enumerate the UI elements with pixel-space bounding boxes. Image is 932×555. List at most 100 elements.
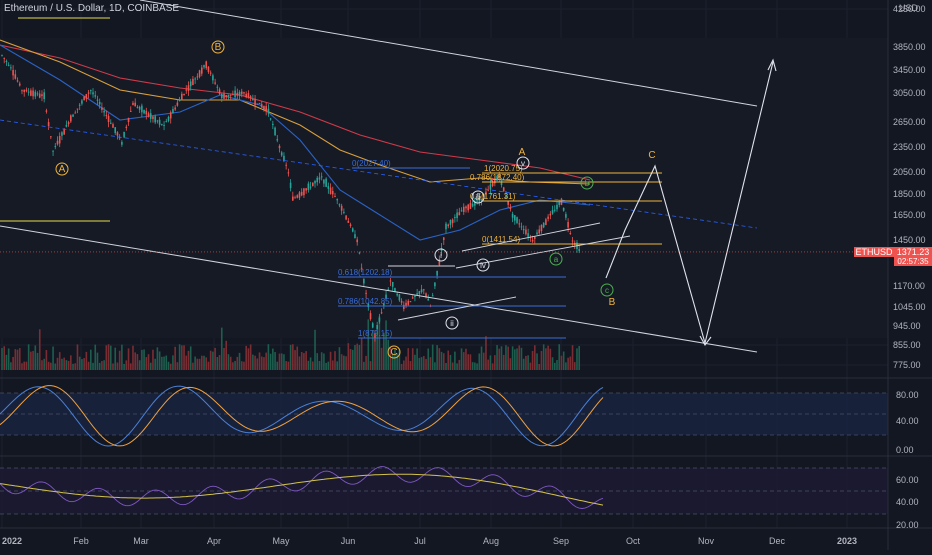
channel-mid-dashed bbox=[0, 119, 758, 229]
candle-body bbox=[387, 289, 390, 291]
bar-countdown: 02:57:35 bbox=[894, 257, 932, 266]
candle-body bbox=[298, 192, 301, 198]
volume-bar bbox=[107, 344, 110, 370]
candle-body bbox=[351, 228, 354, 232]
candle-body bbox=[209, 72, 212, 74]
volume-bar bbox=[194, 356, 196, 370]
volume-bar bbox=[85, 351, 88, 370]
stoch-tick-label: 80.00 bbox=[896, 390, 919, 400]
volume-bar bbox=[560, 355, 563, 370]
candle-body bbox=[30, 90, 32, 96]
candle-body bbox=[85, 94, 88, 99]
volume-bar bbox=[334, 351, 336, 370]
candle-body bbox=[14, 74, 17, 79]
candle-body bbox=[427, 298, 430, 301]
wave-label-circle bbox=[434, 248, 448, 262]
candle-body bbox=[67, 122, 70, 125]
volume-bar bbox=[245, 345, 247, 370]
volume-bar bbox=[196, 358, 199, 370]
volume-bar bbox=[161, 356, 163, 370]
candle-body bbox=[52, 150, 54, 152]
candle-body bbox=[238, 91, 241, 96]
volume-bar bbox=[136, 354, 139, 370]
candle-body bbox=[214, 82, 216, 84]
candle-body bbox=[32, 90, 34, 97]
candle-body bbox=[234, 90, 236, 98]
candle-body bbox=[371, 323, 374, 328]
candle-body bbox=[520, 226, 523, 228]
candle-body bbox=[385, 294, 387, 299]
volume-bar bbox=[254, 355, 256, 370]
fib-level-label: 0.786(1872.40) bbox=[470, 173, 525, 182]
candles bbox=[1, 54, 580, 342]
candle-body bbox=[192, 78, 194, 85]
volume-bar bbox=[27, 344, 30, 370]
volume-bar bbox=[522, 358, 525, 370]
candle-body bbox=[18, 83, 21, 86]
candle-body bbox=[454, 217, 456, 219]
candle-body bbox=[551, 210, 554, 214]
volume-bar bbox=[538, 363, 541, 370]
volume-bar bbox=[43, 358, 45, 370]
volume-bar bbox=[123, 363, 125, 370]
volume-bar bbox=[267, 344, 270, 370]
volume-bar bbox=[329, 351, 332, 370]
volume-bar bbox=[505, 345, 507, 370]
volume-bar bbox=[314, 329, 316, 370]
wave-label-circle bbox=[387, 345, 401, 359]
candle-body bbox=[10, 67, 12, 69]
volume-bar bbox=[238, 352, 241, 370]
time-tick-label: Oct bbox=[626, 536, 641, 546]
candle-body bbox=[569, 233, 572, 235]
volume-bar bbox=[576, 348, 578, 370]
volume-bar bbox=[514, 349, 516, 370]
volume-bar bbox=[356, 343, 358, 370]
candle-body bbox=[307, 183, 310, 190]
candle-body bbox=[109, 122, 112, 124]
wave-label-circle bbox=[211, 40, 225, 54]
candle-body bbox=[72, 114, 74, 117]
candle-body bbox=[287, 172, 290, 174]
candle-body bbox=[440, 248, 443, 252]
volume-bar bbox=[87, 361, 90, 370]
price-tick-label: 775.00 bbox=[893, 360, 921, 370]
candle-body bbox=[418, 291, 421, 295]
candle-body bbox=[438, 259, 441, 265]
volume-bar bbox=[296, 346, 299, 370]
candle-body bbox=[50, 136, 52, 138]
volume-bar bbox=[101, 361, 103, 370]
candle-body bbox=[223, 93, 225, 99]
wave-label-circle bbox=[549, 252, 563, 266]
candle-body bbox=[536, 232, 538, 235]
volume-bar bbox=[565, 362, 567, 370]
volume-bar bbox=[385, 320, 387, 370]
candle-body bbox=[400, 300, 403, 303]
volume-bar bbox=[465, 348, 467, 370]
volume-bar bbox=[174, 346, 176, 370]
volume-bar bbox=[474, 362, 476, 370]
volume-bar bbox=[374, 336, 376, 370]
fib-level-label: 0(1411.54) bbox=[482, 235, 520, 244]
candle-body bbox=[272, 123, 274, 125]
wave-label-circle bbox=[476, 258, 490, 272]
wave-label-circle bbox=[516, 156, 530, 170]
volume-bar bbox=[207, 361, 210, 370]
candle-body bbox=[21, 90, 23, 92]
volume-bar bbox=[409, 361, 412, 370]
candle-body bbox=[176, 102, 179, 106]
volume-bar bbox=[14, 349, 17, 370]
volume-bar bbox=[363, 361, 365, 370]
candle-body bbox=[34, 91, 37, 97]
volume-bar bbox=[21, 363, 23, 370]
volume-bar bbox=[18, 348, 21, 370]
candle-body bbox=[389, 280, 392, 282]
candle-body bbox=[356, 239, 358, 243]
candle-body bbox=[549, 213, 552, 216]
volume-bar bbox=[305, 351, 307, 370]
volume-bar bbox=[212, 351, 214, 370]
candle-body bbox=[425, 293, 427, 297]
price-tick-label: 3450.00 bbox=[893, 65, 926, 75]
candle-body bbox=[3, 57, 6, 59]
